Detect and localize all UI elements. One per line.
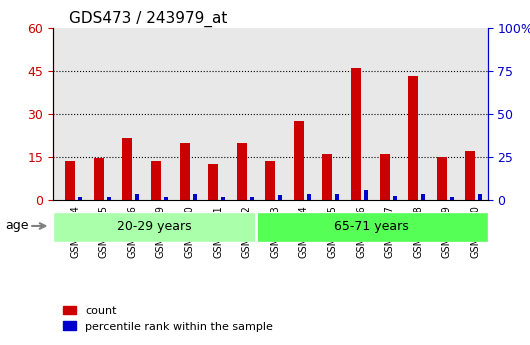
Bar <box>479 194 482 200</box>
Bar <box>78 197 82 200</box>
Bar <box>65 161 75 200</box>
Text: age: age <box>5 219 29 233</box>
Bar <box>208 164 218 200</box>
Text: 20-29 years: 20-29 years <box>117 220 192 233</box>
Bar <box>322 154 332 200</box>
Bar <box>122 138 132 200</box>
Bar <box>351 68 361 200</box>
Bar <box>180 142 190 200</box>
Bar <box>151 161 161 200</box>
Bar <box>164 197 168 200</box>
Bar <box>393 196 396 200</box>
Bar <box>107 197 111 200</box>
Bar <box>278 195 282 200</box>
Bar <box>250 197 254 200</box>
Bar <box>421 194 425 200</box>
Bar <box>266 161 275 200</box>
Legend: count, percentile rank within the sample: count, percentile rank within the sample <box>58 301 278 336</box>
Bar <box>379 154 390 200</box>
Bar <box>437 157 447 200</box>
Bar <box>94 158 104 200</box>
Bar <box>335 194 340 200</box>
Bar <box>408 77 418 200</box>
Bar <box>450 197 454 200</box>
FancyBboxPatch shape <box>53 212 256 241</box>
Bar <box>221 197 225 200</box>
Bar <box>237 142 246 200</box>
Text: 65-71 years: 65-71 years <box>334 220 409 233</box>
Text: GDS473 / 243979_at: GDS473 / 243979_at <box>69 10 227 27</box>
Bar <box>307 194 311 200</box>
Bar <box>364 190 368 200</box>
Bar <box>192 194 197 200</box>
FancyBboxPatch shape <box>256 212 488 241</box>
Bar <box>135 194 139 200</box>
Bar <box>294 121 304 200</box>
Bar <box>465 151 475 200</box>
